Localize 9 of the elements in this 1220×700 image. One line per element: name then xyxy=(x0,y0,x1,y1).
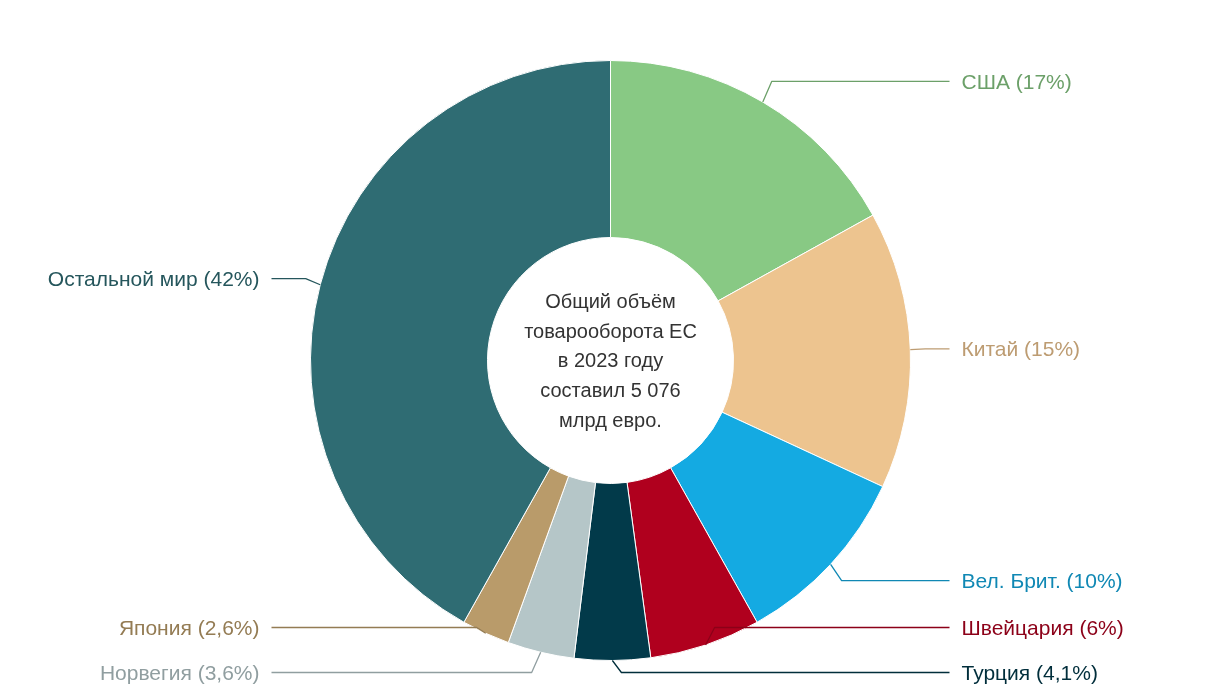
text: Общий объём товарооборота ЕС в 2023 году составил 5 076 млрд евро. xyxy=(524,290,697,431)
slice-label: Норвегия (3,6%) xyxy=(99,661,260,684)
slice-label: Япония (2,6%) xyxy=(118,616,260,639)
slice-label: Остальной мир (42%) xyxy=(47,267,260,291)
slice-label: Швейцария (6%) xyxy=(961,616,1124,639)
slice-label: Турция (4,1%) xyxy=(961,661,1098,684)
slice-label: США (17%) xyxy=(961,69,1072,93)
slice-label: Вел. Брит. (10%) xyxy=(961,569,1123,593)
slice-label: Китай (15%) xyxy=(961,337,1081,361)
